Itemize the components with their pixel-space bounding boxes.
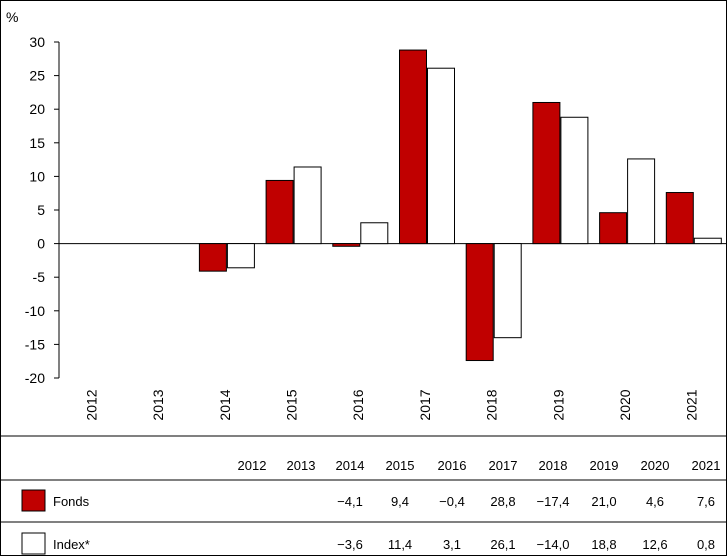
y-tick-label: 0 [37, 236, 45, 252]
bar-index [560, 116, 589, 245]
bar-fonds [332, 243, 361, 247]
table-value: −14,0 [537, 537, 570, 552]
bar-fonds [465, 243, 494, 362]
table-header-year: 2019 [590, 458, 619, 473]
y-tick-label: -15 [25, 336, 45, 352]
table-value: −17,4 [537, 494, 570, 509]
y-tick-label: 30 [29, 34, 45, 50]
bar-fonds [198, 243, 227, 272]
bar-index [360, 222, 389, 245]
bar-fonds [399, 49, 427, 245]
bar-index [627, 158, 656, 245]
legend-swatch-fonds [21, 489, 46, 512]
bar-fonds [532, 101, 561, 245]
table-header-year: 2012 [238, 458, 267, 473]
table-value: 12,6 [642, 537, 667, 552]
table-value: 18,8 [591, 537, 616, 552]
y-tick-label: 5 [37, 202, 45, 218]
y-tick-label: 20 [29, 101, 45, 117]
x-tick-label: 2021 [684, 389, 700, 420]
table-value: −3,6 [337, 537, 363, 552]
x-tick-label: 2020 [617, 389, 633, 420]
bar-index [427, 67, 455, 245]
table-header-year: 2015 [386, 458, 415, 473]
x-tick-label: 2014 [217, 389, 233, 420]
y-tick-label: 15 [29, 135, 45, 151]
bar-fonds [265, 179, 294, 245]
x-tick-label: 2017 [417, 389, 433, 420]
x-tick-label: 2013 [150, 389, 166, 420]
legend-label: Index* [53, 537, 90, 552]
table-header-year: 2014 [336, 458, 365, 473]
table-header-year: 2018 [539, 458, 568, 473]
y-tick-label: -20 [25, 370, 45, 386]
y-tick-label: -5 [33, 269, 46, 285]
table-value: −4,1 [337, 494, 363, 509]
y-tick-label: 10 [29, 168, 45, 184]
table-header-year: 2017 [489, 458, 518, 473]
y-unit-label: % [6, 9, 18, 25]
x-tick-labels: 2012 2013 2014 2015 2016 2017 2018 2019 2020 2021 [83, 389, 699, 420]
table-value: 9,4 [391, 494, 409, 509]
bar-index [493, 243, 522, 339]
legend-label: Fonds [53, 494, 90, 509]
x-tick-label: 2012 [83, 389, 99, 420]
table-value: 4,6 [646, 494, 664, 509]
table-value: 11,4 [388, 537, 412, 552]
bar-index [693, 237, 722, 245]
table-header-year: 2021 [692, 458, 721, 473]
x-tick-label: 2018 [484, 389, 500, 420]
table-value: 7,6 [697, 494, 715, 509]
y-tick-label: 25 [29, 68, 45, 84]
bar-index [293, 166, 322, 245]
x-tick-label: 2016 [350, 389, 366, 420]
plot-area: 30 25 20 15 10 5 0 -5 -10 -15 -20 [25, 34, 727, 386]
table-value: 21,0 [591, 494, 616, 509]
table-header-year: 2013 [287, 458, 316, 473]
table-value: 26,1 [490, 537, 515, 552]
bar-fonds [665, 192, 694, 245]
table-value: 0,8 [697, 537, 715, 552]
table-value: 3,1 [443, 537, 461, 552]
table-header-year: 2016 [438, 458, 467, 473]
bar-index [226, 243, 255, 269]
y-tick-label: -10 [25, 303, 45, 319]
x-tick-label: 2015 [283, 389, 299, 420]
x-tick-label: 2019 [550, 389, 566, 420]
bar-fonds [599, 212, 628, 245]
table-value: −0,4 [439, 494, 465, 509]
table-value: 28,8 [490, 494, 515, 509]
table-header-year: 2020 [641, 458, 670, 473]
legend-swatch-index [21, 532, 46, 555]
data-table: 2012 2013 2014 2015 2016 2017 2018 2019 2020 2021… [0, 435, 727, 555]
